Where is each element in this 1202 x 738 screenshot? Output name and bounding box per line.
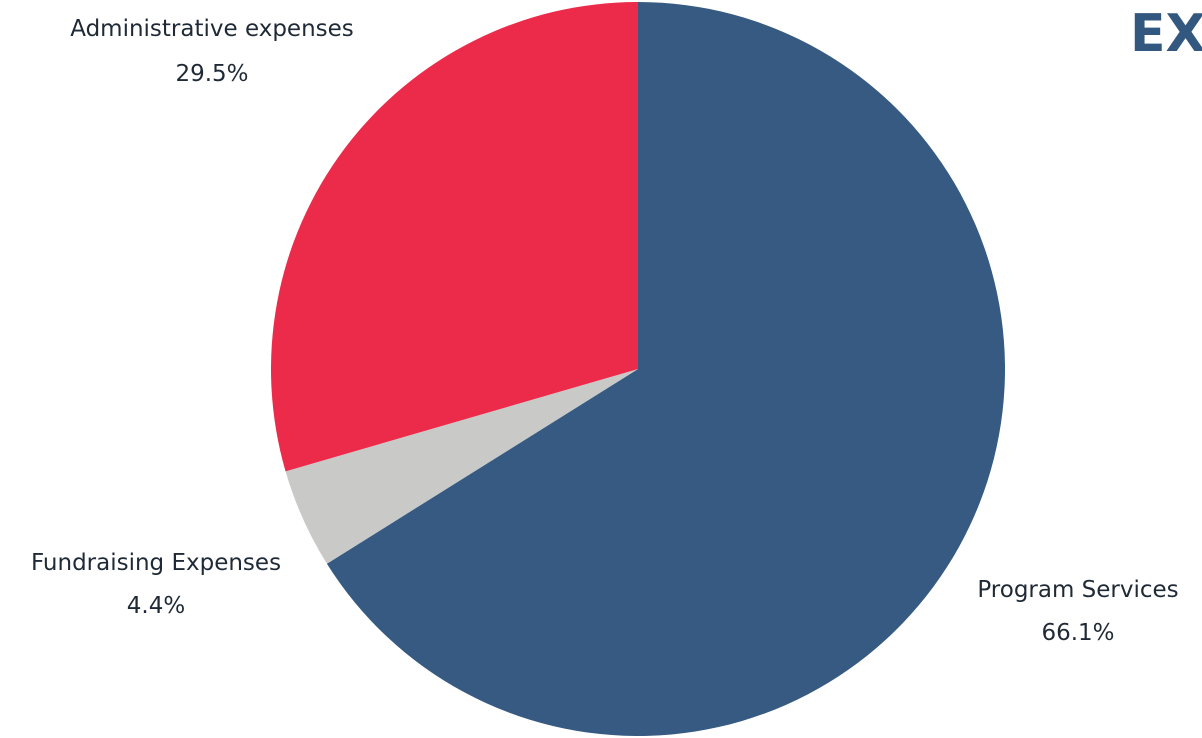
pie-slice-administrative-expenses <box>270 2 638 472</box>
slice-value-label-fundraising-expenses: 4.4% <box>127 593 185 619</box>
slice-name-label-administrative-expenses: Administrative expenses <box>70 16 354 42</box>
slice-name-label-program-services: Program Services <box>977 577 1178 603</box>
slice-value-label-administrative-expenses: 29.5% <box>175 61 248 87</box>
slice-value-label-program-services: 66.1% <box>1041 620 1114 646</box>
chart-heading: EX <box>1130 4 1202 64</box>
pie-slice-program-services <box>326 2 1005 736</box>
pie-slice-fundraising-expenses <box>285 369 638 564</box>
slice-name-label-fundraising-expenses: Fundraising Expenses <box>31 550 281 576</box>
